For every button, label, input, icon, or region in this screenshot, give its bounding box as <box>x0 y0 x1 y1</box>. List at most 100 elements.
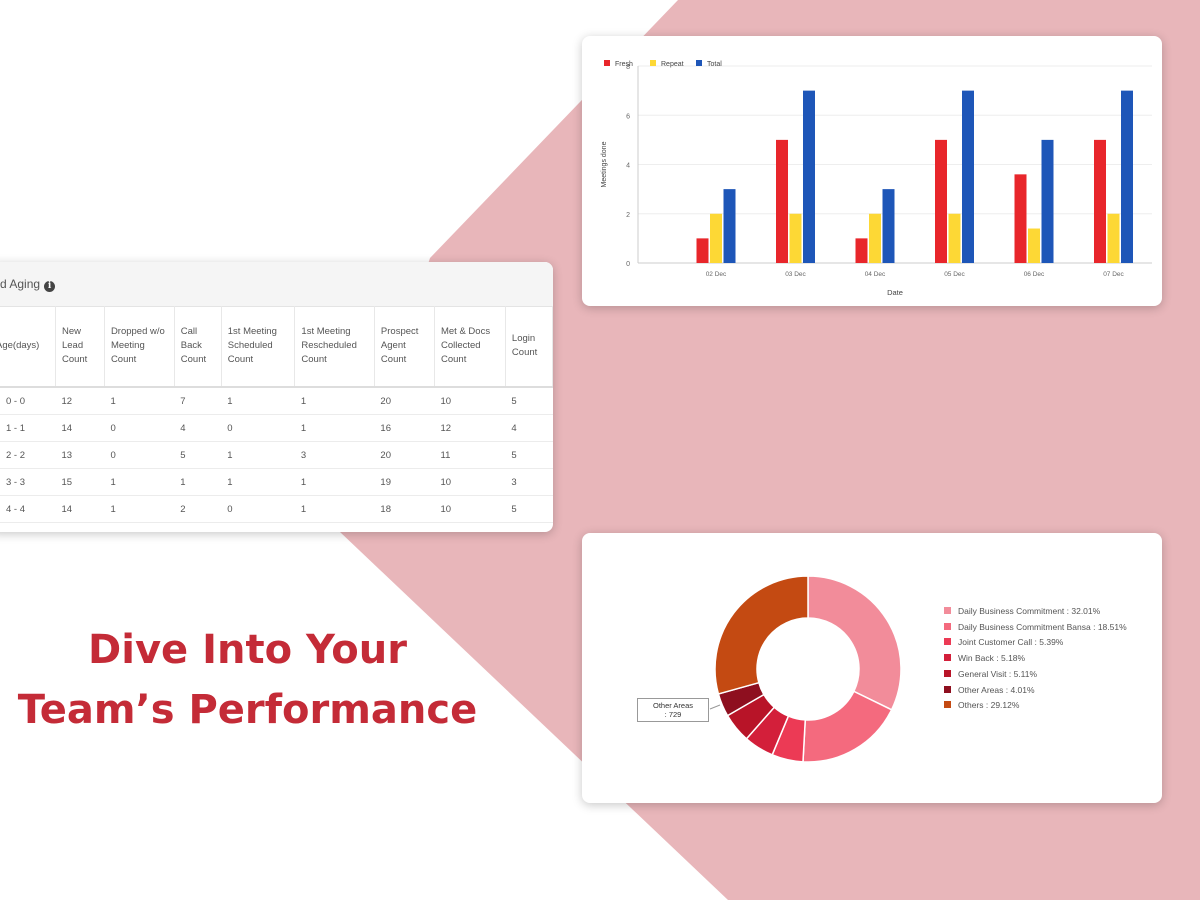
table-cell: 11 <box>434 441 506 469</box>
table-title-bar <box>0 262 553 307</box>
meetings-bar-chart: 0 2 4 6 8 02 Dec 03 Dec 04 Dec 05 Dec 06 Dec 07 De… <box>601 60 1152 297</box>
table-cell: 12 <box>434 414 506 442</box>
column-header[interactable]: 1st Meeting Rescheduled Count <box>294 306 375 388</box>
y-tick-label: 6 <box>626 113 630 120</box>
table-cell: 1 <box>104 495 175 523</box>
table-cell: 7 <box>174 387 222 415</box>
table-cell: 1 <box>294 414 375 442</box>
table-cell: 3 <box>294 441 375 469</box>
table-cell: 5 <box>505 387 553 415</box>
bar-repeat <box>1107 213 1120 263</box>
table-cell: 10 <box>434 495 506 523</box>
bar-total <box>1041 139 1054 263</box>
legend-item[interactable]: Joint Customer Call : 5.39% <box>944 636 1063 648</box>
column-header[interactable]: 1st Meeting Scheduled Count <box>221 306 296 388</box>
legend-item[interactable]: Others : 29.12% <box>944 699 1019 711</box>
table-cell: 14 <box>55 414 105 442</box>
legend-item[interactable]: Other Areas : 4.01% <box>944 684 1035 696</box>
legend-swatch-fresh <box>604 60 610 66</box>
table-cell: 4 <box>174 414 222 442</box>
table-cell: 5 <box>505 495 553 523</box>
bar-repeat <box>869 213 881 263</box>
meetings-bar-chart-card: 0 2 4 6 8 02 Dec 03 Dec 04 Dec 05 Dec 06 Dec 07 De… <box>582 36 1162 306</box>
table-cell: 3 <box>505 468 553 496</box>
y-tick-label: 0 <box>626 261 630 268</box>
table-cell: 4 <box>505 414 553 442</box>
x-tick-label: 04 Dec <box>865 271 886 278</box>
table-cell: 18 <box>374 495 435 523</box>
column-header[interactable]: New Lead Count <box>55 306 105 388</box>
lead-aging-table-card: d Aging i Age(days) New Lead Count Dropped … <box>0 262 553 532</box>
bar-fresh <box>776 139 788 263</box>
legend-label: Joint Customer Call : 5.39% <box>958 637 1064 648</box>
bar-fresh <box>935 139 947 263</box>
y-axis-label: Meetings done <box>601 141 608 187</box>
legend-label: Other Areas : 4.01% <box>958 684 1035 695</box>
legend-item[interactable]: General Visit : 5.11% <box>944 668 1037 680</box>
table-cell: 5 <box>174 441 222 469</box>
headline: Dive Into Your Team’s Performance <box>0 620 495 740</box>
legend-swatch-repeat <box>650 60 656 66</box>
x-tick-label: 05 Dec <box>944 271 965 278</box>
info-icon[interactable]: i <box>44 281 56 292</box>
table-row: 1 - 1 14 0 4 0 1 16 12 4 <box>0 414 553 442</box>
legend-swatch <box>944 701 951 709</box>
table-cell: 1 - 1 <box>0 414 56 442</box>
table-title-text: d Aging <box>0 277 41 291</box>
table-cell: 4 - 4 <box>0 495 56 523</box>
legend-swatch <box>944 622 951 630</box>
table-cell: 13 <box>55 441 105 469</box>
table-cell: 20 <box>374 441 435 469</box>
table-body: 0 - 0 12 1 7 1 1 20 10 5 1 - 1 14 0 4 0 1 16 12 4 2 - 2 13 0… <box>0 387 553 523</box>
bar-fresh <box>1094 139 1106 263</box>
bar-total <box>723 189 736 263</box>
bar-total <box>803 90 815 263</box>
legend-label-fresh: Fresh <box>615 61 633 68</box>
table-cell: 5 <box>505 441 553 469</box>
tooltip-pointer <box>709 704 721 710</box>
legend-label-repeat: Repeat <box>661 61 684 68</box>
tooltip-label: Other Areas <box>652 701 694 710</box>
bar-repeat <box>789 213 802 263</box>
table-cell: 2 - 2 <box>0 441 56 469</box>
x-axis-label: Date <box>887 288 903 297</box>
table-cell: 3 - 3 <box>0 468 56 496</box>
chart-tooltip: Other Areas : 729 <box>637 698 709 722</box>
legend-swatch <box>944 654 951 662</box>
column-header[interactable]: Call Back Count <box>174 306 222 388</box>
tooltip-value: : 729 <box>664 710 682 719</box>
table-cell: 1 <box>294 495 375 523</box>
table-cell: 14 <box>55 495 105 523</box>
x-tick-label: 02 Dec <box>706 271 727 278</box>
x-tick-label: 03 Dec <box>785 271 806 278</box>
y-tick-label: 4 <box>626 163 630 170</box>
column-header[interactable]: Met & Docs Collected Count <box>434 306 506 388</box>
lead-aging-table: Age(days) New Lead Count Dropped w/o Meeti… <box>0 306 553 523</box>
legend-item[interactable]: Win Back : 5.18% <box>944 652 1025 664</box>
legend-label: Others : 29.12% <box>958 700 1020 711</box>
column-header[interactable]: Prospect Agent Count <box>374 306 435 388</box>
table-row: 0 - 0 12 1 7 1 1 20 10 5 <box>0 387 553 415</box>
y-tick-label: 8 <box>626 64 630 71</box>
x-tick-label: 06 Dec <box>1024 271 1045 278</box>
legend-label: Win Back : 5.18% <box>958 653 1026 664</box>
column-header[interactable]: Login Count <box>505 306 553 388</box>
donut-slice <box>807 575 902 711</box>
donut-slice <box>714 575 809 695</box>
bar-fresh <box>1014 174 1027 263</box>
table-cell: 10 <box>434 468 506 496</box>
table-cell: 20 <box>374 387 435 415</box>
table-cell: 15 <box>55 468 105 496</box>
column-header[interactable]: Dropped w/o Meeting Count <box>104 306 175 388</box>
legend-item[interactable]: Daily Business Commitment : 32.01% <box>944 605 1100 617</box>
table-cell: 0 <box>221 495 295 523</box>
column-header[interactable]: Age(days) <box>0 306 56 388</box>
table-cell: 1 <box>104 468 175 496</box>
legend-item[interactable]: Daily Business Commitment Bansa : 18.51% <box>944 621 1127 633</box>
table-cell: 2 <box>174 495 222 523</box>
bar-fresh <box>855 238 868 263</box>
legend-label-total: Total <box>707 61 722 68</box>
legend-swatch <box>944 685 951 693</box>
y-tick-label: 2 <box>626 212 630 219</box>
table-cell: 0 - 0 <box>0 387 56 415</box>
